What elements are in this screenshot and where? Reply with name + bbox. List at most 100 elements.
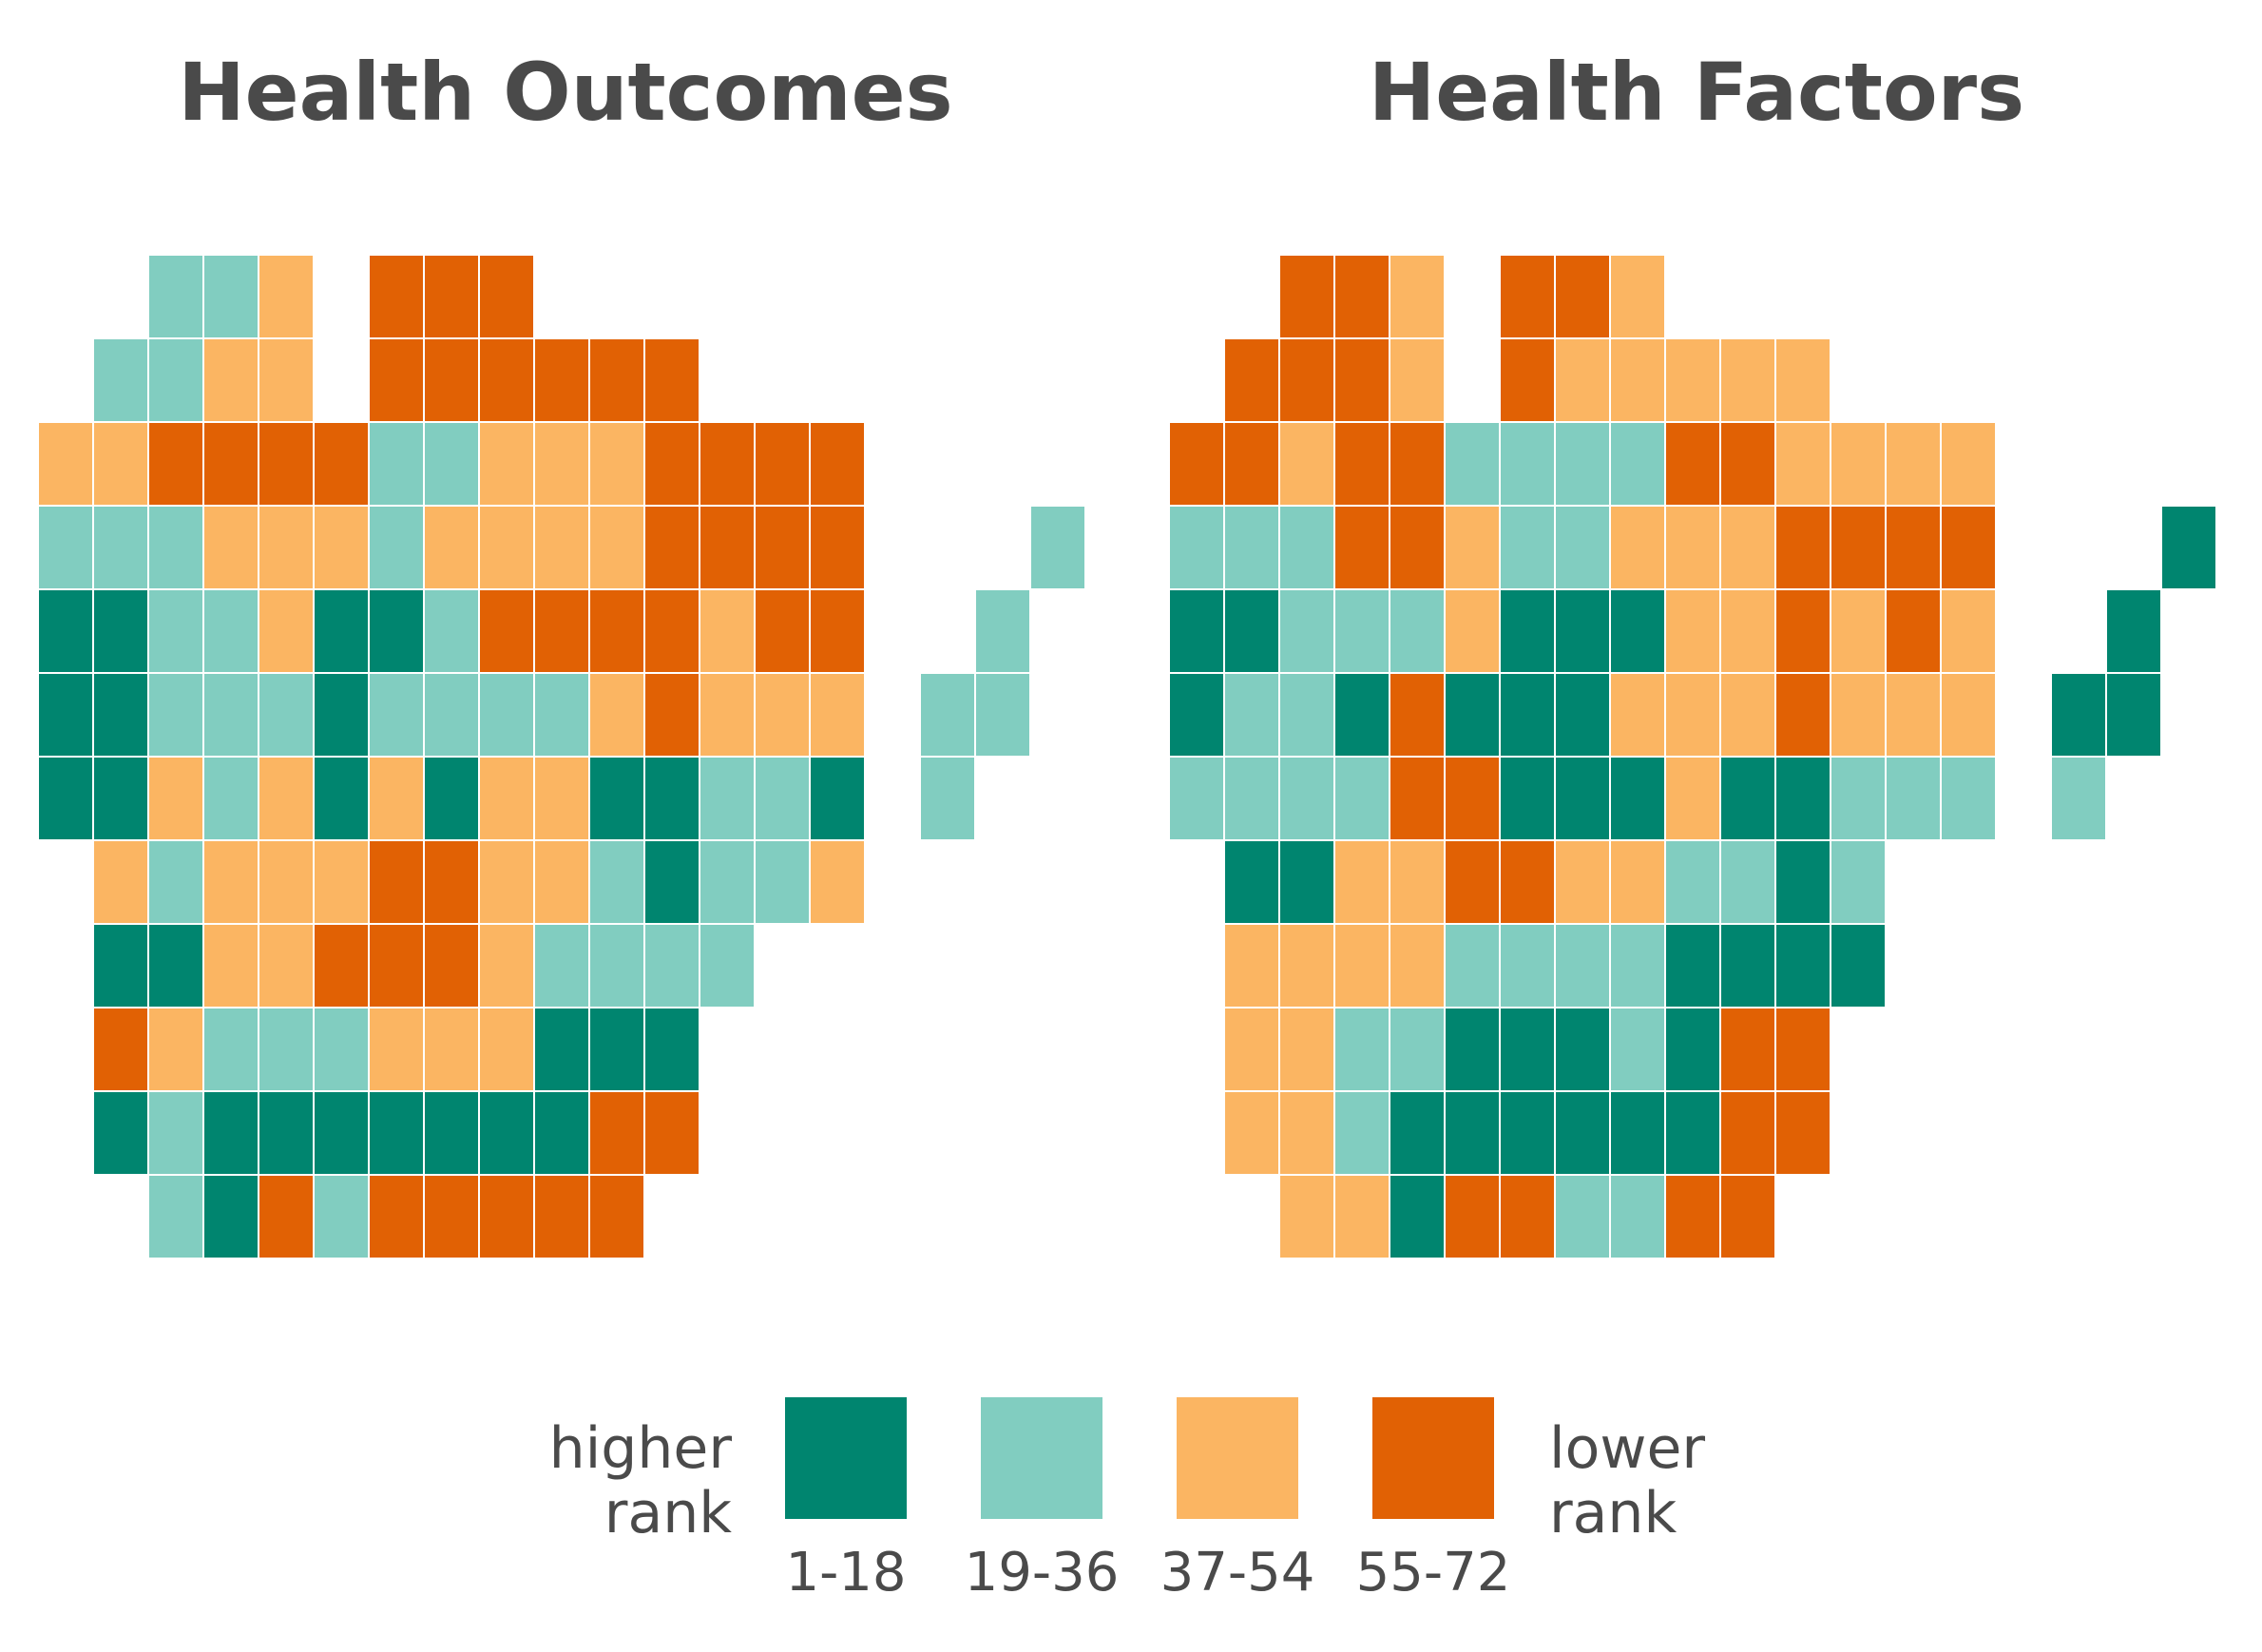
county-region [92, 1007, 149, 1092]
county-region [1609, 505, 1666, 590]
county-region [1223, 588, 1280, 674]
county-region [643, 588, 700, 674]
county-region [1554, 337, 1611, 423]
county-region [1609, 588, 1666, 674]
county-region [699, 421, 756, 507]
county-region [478, 1090, 535, 1176]
legend-swatch-dark-orange [1372, 1397, 1494, 1519]
county-region [1719, 337, 1776, 423]
county-region [313, 1174, 370, 1259]
legend-swatch-light-orange [1177, 1397, 1298, 1519]
county-region [588, 337, 645, 423]
health-outcomes-panel: Health Outcomes [0, 0, 1131, 1312]
county-region [533, 672, 590, 758]
county-region [202, 672, 259, 758]
legend-range-label: 55-72 [1355, 1542, 1511, 1604]
county-region [147, 672, 204, 758]
county-region [1554, 505, 1611, 590]
county-region [37, 672, 94, 758]
county-region [1664, 756, 1721, 841]
county-region [1774, 1090, 1831, 1176]
county-region [1029, 505, 1086, 590]
county-region [1609, 672, 1666, 758]
legend-item-19-36: 19-36 [965, 1397, 1119, 1604]
county-region [1609, 337, 1666, 423]
county-region [1885, 505, 1942, 590]
county-region [258, 923, 315, 1008]
county-region [1333, 254, 1390, 339]
county-region [423, 505, 480, 590]
county-region [258, 254, 315, 339]
county-region [258, 756, 315, 841]
county-region [1278, 254, 1335, 339]
county-region [478, 254, 535, 339]
county-region [1333, 672, 1390, 758]
county-region [1719, 1007, 1776, 1092]
county-region [1444, 672, 1501, 758]
county-region [1499, 1007, 1556, 1092]
county-region [754, 505, 811, 590]
county-region [258, 1090, 315, 1176]
county-region [1774, 756, 1831, 841]
county-region [1223, 923, 1280, 1008]
county-region [1664, 672, 1721, 758]
county-region [1719, 923, 1776, 1008]
health-factors-map [1168, 254, 2217, 1259]
county-region [92, 421, 149, 507]
county-region [1168, 756, 1225, 841]
county-region [258, 421, 315, 507]
county-region [37, 421, 94, 507]
county-region [1444, 505, 1501, 590]
county-region [809, 588, 866, 674]
county-region [258, 839, 315, 925]
county-region [1774, 923, 1831, 1008]
county-region [1719, 839, 1776, 925]
county-region [1444, 588, 1501, 674]
county-region [1609, 756, 1666, 841]
county-region [313, 839, 370, 925]
county-region [258, 1007, 315, 1092]
county-region [1830, 756, 1887, 841]
county-region [37, 756, 94, 841]
county-region [588, 588, 645, 674]
county-region [202, 756, 259, 841]
county-region [1885, 421, 1942, 507]
county-region [919, 756, 976, 841]
county-region [313, 756, 370, 841]
county-region [588, 756, 645, 841]
county-region [1554, 421, 1611, 507]
county-region [478, 839, 535, 925]
county-region [809, 839, 866, 925]
county-region [1444, 1090, 1501, 1176]
county-region [1830, 588, 1887, 674]
county-region [1940, 421, 1997, 507]
county-region [202, 923, 259, 1008]
county-region [1499, 505, 1556, 590]
county-region [1499, 588, 1556, 674]
county-region [202, 1007, 259, 1092]
county-region [1499, 254, 1556, 339]
county-region [423, 254, 480, 339]
county-region [478, 672, 535, 758]
county-region [699, 588, 756, 674]
county-region [37, 588, 94, 674]
rank-legend: higher rank 1-18 19-36 37-54 55-72 lower… [0, 1397, 2262, 1625]
county-region [147, 421, 204, 507]
legend-range-label: 37-54 [1160, 1542, 1315, 1604]
county-region [423, 672, 480, 758]
county-region [1609, 1090, 1666, 1176]
county-region [1830, 672, 1887, 758]
county-region [258, 1174, 315, 1259]
county-region [1719, 756, 1776, 841]
county-region [313, 1007, 370, 1092]
county-region [478, 588, 535, 674]
county-region [423, 756, 480, 841]
county-region [1830, 421, 1887, 507]
county-region [1333, 756, 1390, 841]
county-region [1609, 421, 1666, 507]
county-region [2105, 672, 2162, 758]
county-region [533, 839, 590, 925]
county-region [258, 588, 315, 674]
county-region [699, 505, 756, 590]
county-region [1333, 1007, 1390, 1092]
